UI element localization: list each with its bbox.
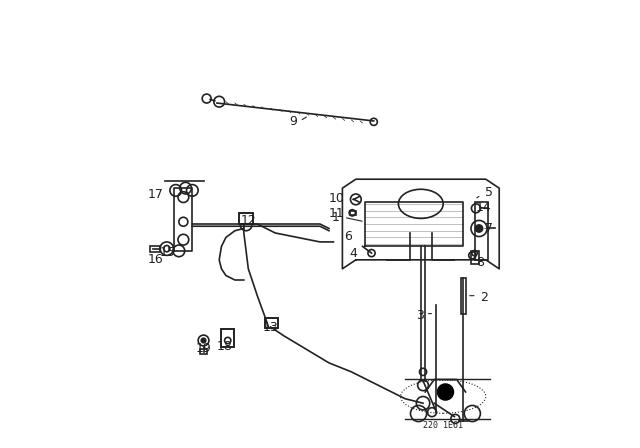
- Bar: [221, 329, 234, 347]
- Bar: [266, 318, 278, 328]
- Circle shape: [201, 338, 206, 343]
- Circle shape: [437, 384, 454, 400]
- Bar: [150, 246, 160, 252]
- Text: 15: 15: [160, 246, 175, 259]
- Text: 11: 11: [329, 207, 344, 220]
- Bar: [221, 329, 234, 347]
- Bar: [350, 211, 356, 215]
- Text: 4: 4: [349, 246, 358, 260]
- Bar: [239, 213, 253, 224]
- Text: 9: 9: [289, 115, 297, 129]
- Bar: [475, 202, 488, 260]
- Text: 220 1E61: 220 1E61: [423, 421, 463, 430]
- Text: 6: 6: [344, 230, 352, 243]
- Circle shape: [476, 225, 483, 232]
- Text: 2: 2: [481, 291, 488, 305]
- Bar: [461, 278, 466, 314]
- Text: 3: 3: [416, 309, 424, 323]
- Text: 17: 17: [147, 188, 163, 202]
- Text: 13: 13: [263, 320, 278, 334]
- Text: 14: 14: [476, 201, 492, 214]
- Text: 8: 8: [476, 255, 484, 269]
- Bar: [200, 349, 207, 354]
- Text: 18: 18: [217, 340, 233, 353]
- Text: 5: 5: [485, 186, 493, 199]
- Bar: [472, 251, 479, 264]
- Text: 10: 10: [328, 192, 344, 206]
- Circle shape: [164, 246, 170, 252]
- Text: 1: 1: [332, 211, 340, 224]
- Text: 7: 7: [485, 222, 493, 235]
- Text: 19: 19: [196, 342, 211, 355]
- Text: 12: 12: [241, 214, 256, 228]
- Bar: [266, 318, 278, 328]
- Text: 16: 16: [147, 253, 163, 267]
- Bar: [239, 213, 253, 224]
